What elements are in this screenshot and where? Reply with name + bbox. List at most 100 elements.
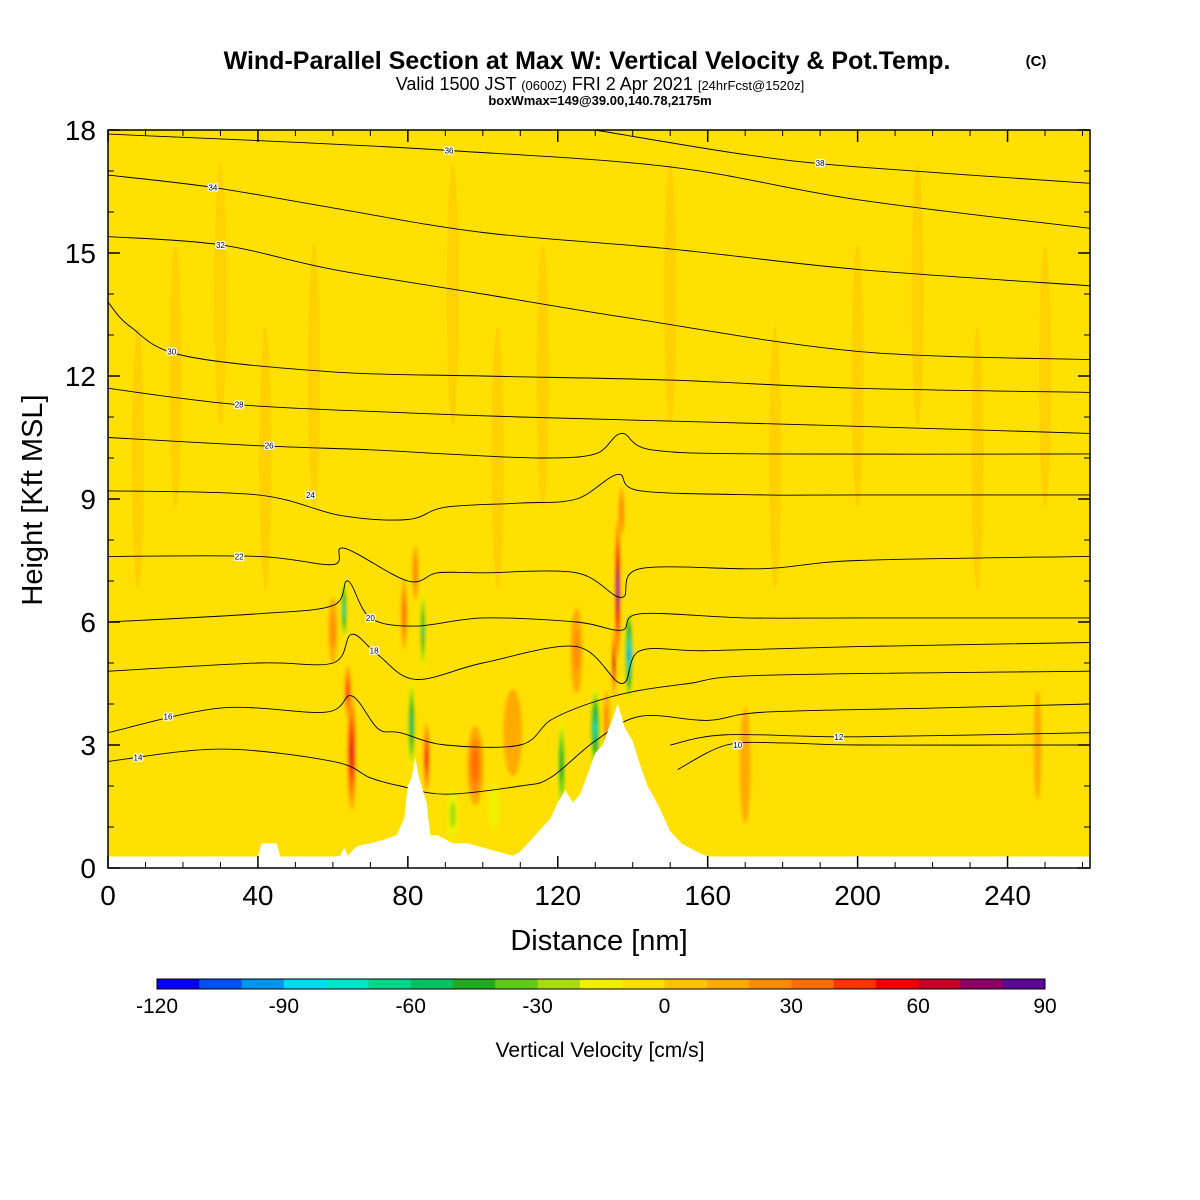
y-tick-label: 12 [65, 361, 96, 392]
isentrope-32 [108, 236, 1090, 361]
chart-title: Wind-Parallel Section at Max W: Vertical… [224, 47, 951, 75]
colorbar-tick-label: 60 [906, 995, 929, 1018]
colorbar-swatch [241, 979, 285, 989]
background-band [664, 162, 677, 426]
velocity-contour [739, 707, 751, 824]
background-band [446, 162, 459, 426]
velocity-features [328, 487, 1042, 841]
velocity-contour [627, 649, 631, 660]
colorbar-swatch [326, 979, 369, 989]
colorbar-swatch [495, 979, 538, 989]
velocity-feature [467, 726, 484, 805]
isentrope-18 [108, 633, 1090, 684]
isentrope-20 [108, 580, 1090, 631]
subtitle-forecast: [24hrFcst@1520z] [698, 78, 804, 93]
y-tick-label: 18 [65, 115, 96, 146]
isentrope-label: 38 [816, 159, 825, 168]
colorbar-swatch [579, 979, 623, 989]
velocity-contour [604, 705, 609, 736]
colorbar-swatch [1002, 979, 1046, 989]
colorbar-tick-label: 30 [780, 995, 803, 1018]
colorbar-swatch [833, 979, 877, 989]
velocity-contour [421, 622, 425, 639]
plot-area: 10 12 14 16 18 20 22 24 26 28 30 32 34 36 38 [108, 130, 1090, 868]
velocity-feature [423, 723, 430, 792]
isentrope-38 [595, 130, 1090, 184]
colorbar-tick-label: 90 [1033, 995, 1056, 1018]
x-tick-label: 0 [100, 880, 116, 911]
colorbar-tick-label: -60 [396, 995, 426, 1018]
isentrope-28 [108, 387, 1090, 434]
background-band [851, 244, 864, 508]
background-band [259, 326, 272, 590]
isentrope-label: 16 [164, 712, 173, 721]
isentrope-label: 22 [235, 552, 244, 561]
colorbar-swatch [283, 979, 327, 989]
chart-subtitle-2: boxWmax=149@39.00,140.78,2175m [488, 93, 711, 108]
isentrope-label: 26 [265, 442, 274, 451]
colorbar-label: Vertical Velocity [cm/s] [496, 1039, 705, 1062]
isentrope-label: 34 [208, 183, 217, 192]
colorbar-tick-label: -30 [522, 995, 552, 1018]
velocity-feature [624, 608, 634, 702]
velocity-contour [616, 581, 619, 597]
isentrope-14 [108, 703, 1090, 795]
colorbar-swatch [664, 979, 708, 989]
x-tick-label: 200 [834, 880, 881, 911]
velocity-feature [503, 689, 523, 777]
velocity-feature [347, 696, 357, 810]
velocity-feature [446, 788, 459, 841]
y-tick-label: 6 [80, 607, 96, 638]
isentrope-10 [677, 741, 1090, 771]
isentrope-34 [108, 174, 1090, 287]
background-band [536, 244, 549, 508]
y-tick-label: 9 [80, 484, 96, 515]
velocity-contour [413, 556, 418, 590]
velocity-feature [611, 628, 617, 698]
velocity-contour [330, 613, 336, 647]
velocity-feature [400, 578, 408, 649]
background-band [131, 326, 144, 590]
colorbar-swatch [706, 979, 750, 989]
colorbar-swatch [960, 979, 1004, 989]
colorbar-swatch [791, 979, 834, 989]
colorbar-swatch [410, 979, 454, 989]
colorbar-swatch [453, 979, 496, 989]
isentrope-label: 28 [235, 401, 244, 410]
x-tick-label: 120 [534, 880, 581, 911]
velocity-contour [342, 602, 346, 617]
velocity-feature [407, 679, 416, 770]
isentrope-30 [108, 301, 1090, 393]
velocity-feature [419, 589, 426, 672]
background-band [769, 326, 782, 590]
velocity-feature [614, 519, 621, 660]
velocity-contour [410, 712, 413, 737]
subtitle-date: FRI 2 Apr 2021 [572, 74, 693, 94]
background-band [971, 326, 984, 590]
velocity-contour [559, 749, 564, 782]
title-copyright-mark: (C) [1026, 53, 1047, 70]
velocity-feature [412, 545, 419, 601]
colorbar-swatch [368, 979, 412, 989]
velocity-contour [471, 748, 479, 783]
background-band [308, 244, 321, 508]
isentrope-12 [670, 732, 1090, 746]
colorbar-swatch [749, 979, 792, 989]
velocity-contour [573, 629, 580, 673]
velocity-feature [556, 717, 567, 814]
velocity-feature [570, 608, 583, 694]
velocity-feature [340, 579, 348, 641]
isentrope-label: 30 [167, 347, 176, 356]
colorbar-swatch [157, 979, 200, 989]
x-axis: 0 40 80 120 160 200 240 [100, 130, 1084, 911]
velocity-contour [449, 801, 456, 828]
colorbar-swatch [918, 979, 961, 989]
velocity-contour [488, 781, 500, 832]
background-band [911, 162, 924, 426]
x-tick-label: 240 [984, 880, 1031, 911]
velocity-feature [344, 665, 352, 718]
background-band [1039, 244, 1052, 508]
background-bands [131, 162, 1052, 590]
